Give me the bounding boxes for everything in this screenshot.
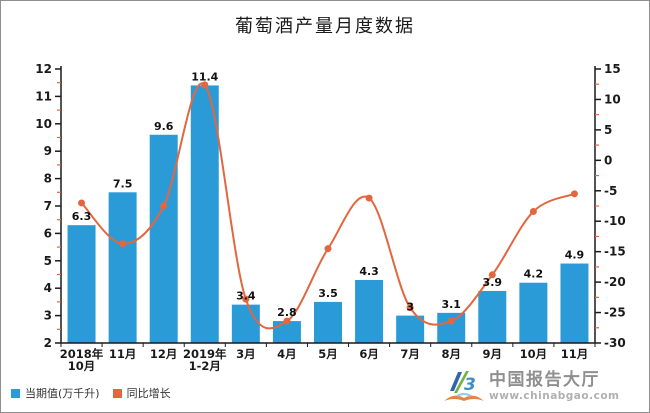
right-axis-tick-label: 5 xyxy=(604,123,612,137)
left-axis-tick-label: 10 xyxy=(35,117,52,131)
x-axis-category-label: 5月 xyxy=(318,347,338,361)
line-marker xyxy=(447,317,455,325)
left-axis-tick-label: 8 xyxy=(44,172,52,186)
left-axis-tick-label: 6 xyxy=(44,226,52,240)
bar xyxy=(149,134,178,343)
bar xyxy=(272,321,301,343)
line-marker xyxy=(160,202,168,210)
legend-bar-swatch-icon xyxy=(11,388,20,398)
x-axis-category-label: 11月 xyxy=(561,347,589,361)
brand-url: www.chinabgao.com xyxy=(489,390,620,402)
x-axis-category-label: 9月 xyxy=(483,347,503,361)
x-axis-category-label: 8月 xyxy=(441,347,461,361)
bar xyxy=(67,225,96,343)
right-axis-tick-label: 15 xyxy=(604,62,621,76)
line-marker xyxy=(242,295,250,303)
bar-value-label: 11.4 xyxy=(191,70,218,83)
bar-value-label: 4.9 xyxy=(565,249,585,262)
bar-value-label: 3.5 xyxy=(318,287,338,300)
right-axis-tick-label: 10 xyxy=(604,92,621,106)
chart-legend: 当期值(万千升) 同比增长 xyxy=(11,385,171,401)
bar-value-label: 6.3 xyxy=(72,210,92,223)
right-axis-tick-label: -5 xyxy=(604,184,617,198)
right-axis-tick-label: 0 xyxy=(604,153,612,167)
left-axis-tick-label: 9 xyxy=(44,144,52,158)
bar xyxy=(108,192,137,343)
brand-text: 中国报告大厅 www.chinabgao.com xyxy=(489,370,619,402)
right-axis-tick-label: -15 xyxy=(604,245,626,259)
legend-line-swatch-icon xyxy=(112,388,122,398)
legend-item-line: 同比增长 xyxy=(112,385,171,401)
brand-watermark: 3 中国报告大厅 www.chinabgao.com xyxy=(443,370,619,408)
bar xyxy=(437,312,466,343)
bar xyxy=(560,263,589,343)
right-axis-tick-label: -30 xyxy=(604,336,626,350)
legend-item-bar: 当期值(万千升) xyxy=(11,385,100,401)
line-marker xyxy=(78,199,86,207)
bar-value-label: 4.3 xyxy=(359,265,379,278)
x-axis-category-label: 2019年 1-2月 xyxy=(183,347,227,373)
line-marker xyxy=(324,245,332,253)
bar-value-label: 3.1 xyxy=(441,298,461,311)
left-axis-tick-label: 5 xyxy=(44,254,52,268)
bar-value-label: 4.2 xyxy=(524,268,544,281)
line-marker xyxy=(488,271,496,279)
bar xyxy=(314,301,342,343)
right-axis-tick-label: -10 xyxy=(604,214,626,228)
x-axis-category-label: 7月 xyxy=(400,347,420,361)
bar-value-label: 3.9 xyxy=(483,276,503,289)
left-axis-tick-label: 7 xyxy=(44,199,52,213)
brand-name: 中国报告大厅 xyxy=(489,370,600,390)
left-axis-tick-label: 2 xyxy=(44,336,52,350)
bar xyxy=(519,282,548,343)
bar xyxy=(231,304,260,343)
bar-value-label: 7.5 xyxy=(113,177,133,190)
line-marker xyxy=(283,317,291,325)
left-axis-tick-label: 12 xyxy=(35,62,52,76)
line-marker xyxy=(201,81,209,89)
line-marker xyxy=(529,207,537,215)
line-marker xyxy=(570,190,578,198)
growth-line xyxy=(80,82,575,330)
right-axis-tick-label: -25 xyxy=(604,306,626,320)
bar xyxy=(478,290,507,343)
x-axis-category-label: 3月 xyxy=(236,347,256,361)
x-axis-category-label: 6月 xyxy=(359,347,379,361)
bar-value-label: 9.6 xyxy=(154,120,174,133)
x-axis-category-label: 11月 xyxy=(109,347,137,361)
bar xyxy=(396,315,425,343)
left-axis-tick-label: 4 xyxy=(44,281,52,295)
bar xyxy=(190,85,219,343)
x-axis-category-label: 2018年 10月 xyxy=(60,347,104,373)
bar-value-label: 3 xyxy=(406,301,414,314)
line-marker xyxy=(406,304,414,312)
line-marker xyxy=(365,194,373,202)
legend-label-line: 同比增长 xyxy=(126,387,171,400)
bar-value-label: 2.8 xyxy=(277,306,297,319)
bar-value-label: 3.4 xyxy=(236,290,256,303)
left-axis-tick-label: 3 xyxy=(44,309,52,323)
x-axis-category-label: 12月 xyxy=(150,347,178,361)
right-axis-tick-label: -20 xyxy=(604,275,626,289)
x-axis-category-label: 10月 xyxy=(520,347,548,361)
left-axis-tick-label: 11 xyxy=(35,89,52,103)
chinabgao-logo-icon: 3 xyxy=(444,371,484,401)
line-marker xyxy=(119,240,127,248)
chart-title: 葡萄酒产量月度数据 xyxy=(235,16,415,37)
legend-label-bar: 当期值(万千升) xyxy=(25,387,100,400)
svg-text:3: 3 xyxy=(464,375,476,395)
bar xyxy=(355,279,384,343)
x-axis-category-label: 4月 xyxy=(277,347,297,361)
